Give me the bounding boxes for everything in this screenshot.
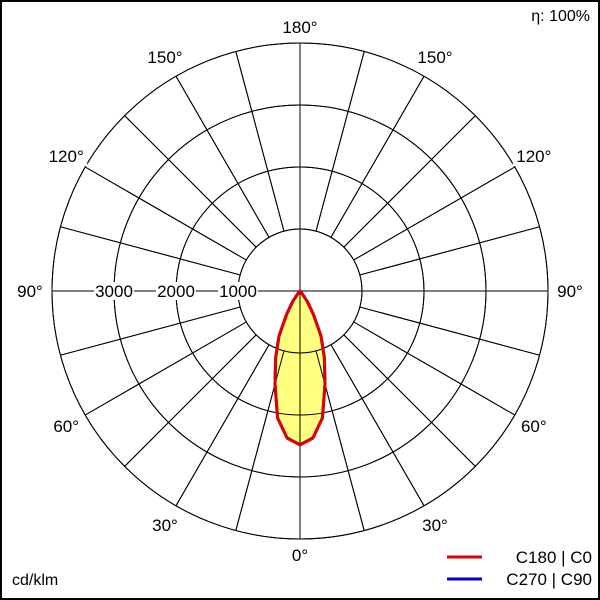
grid-ring-overlay: [51, 42, 549, 540]
angle-label-bg: [13, 281, 47, 301]
grid-spoke-overlay: [315, 51, 365, 232]
grid-spoke-overlay: [84, 321, 247, 416]
grid-spoke-overlay: [84, 166, 247, 261]
angle-label-bg: [418, 514, 452, 535]
grid-spoke-overlay: [353, 166, 516, 261]
angle-label-bg: [414, 47, 456, 68]
grid-spoke-overlay: [359, 226, 540, 276]
grid-spoke-overlay: [60, 306, 241, 356]
grid-spoke-overlay: [235, 51, 285, 232]
angle-label-bg: [553, 281, 587, 301]
angle-label-bg: [148, 514, 182, 535]
unit-label: cd/klm: [12, 572, 59, 589]
angle-label-bg: [45, 146, 88, 166]
radial-tick-label: 3000: [95, 282, 133, 301]
legend-label: C180 | C0: [516, 548, 592, 567]
grid-spoke-overlay: [124, 115, 257, 248]
angle-label-bg: [279, 17, 321, 37]
grid-spoke-overlay: [359, 306, 540, 356]
radial-label-bg: [94, 282, 134, 300]
angle-label-bg: [512, 146, 555, 166]
grid-spoke-overlay: [235, 350, 285, 531]
angle-label: 0°: [292, 546, 308, 565]
angle-label-bg: [144, 47, 186, 68]
grid-spoke-overlay: [343, 115, 476, 248]
grid-spoke-overlay: [330, 75, 425, 238]
grid-spoke-overlay: [175, 75, 270, 238]
angle-label: 90°: [557, 282, 583, 301]
angle-label: 150°: [147, 48, 182, 67]
efficiency-label: η: 100%: [531, 8, 590, 25]
grid-spoke-overlay: [353, 321, 516, 416]
radial-tick-label: 2000: [157, 282, 195, 301]
radial-label-bg: [218, 282, 258, 300]
angle-label: 120°: [516, 147, 551, 166]
angle-label: 60°: [521, 417, 547, 436]
grid-spoke-overlay: [315, 350, 365, 531]
angle-label-bg: [517, 416, 551, 436]
grid-spoke-overlay: [60, 226, 241, 276]
grid-spoke-overlay: [330, 344, 425, 507]
angle-label: 30°: [152, 516, 178, 535]
angle-label: 180°: [282, 18, 317, 37]
radial-tick-label: 1000: [219, 282, 257, 301]
angle-label: 150°: [417, 48, 452, 67]
curve-c180-c0: [273, 289, 327, 447]
angle-label-bg: [49, 416, 83, 436]
angle-label: 120°: [49, 147, 84, 166]
angle-label-bg: [288, 545, 312, 565]
radial-label-bg: [156, 282, 196, 300]
legend-label: C270 | C90: [506, 570, 592, 589]
angle-label: 30°: [422, 516, 448, 535]
grid-spoke-overlay: [124, 334, 257, 467]
angle-label: 90°: [17, 282, 43, 301]
grid-spoke-overlay: [175, 344, 270, 507]
grid-spoke-overlay: [343, 334, 476, 467]
angle-label: 60°: [53, 417, 79, 436]
